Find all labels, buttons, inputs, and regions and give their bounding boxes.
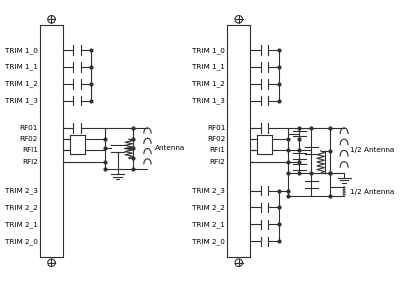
Text: RF01: RF01 [20,125,38,131]
Text: TRIM 2_0: TRIM 2_0 [192,238,225,244]
Text: TRIM 1_1: TRIM 1_1 [192,64,225,70]
Text: RFI2: RFI2 [209,158,225,165]
Text: RF01: RF01 [207,125,225,131]
Text: TRIM 1_2: TRIM 1_2 [5,80,38,87]
Text: RFI1: RFI1 [209,147,225,153]
Text: TRIM 2_2: TRIM 2_2 [5,204,38,211]
Text: 1/2 Antenna: 1/2 Antenna [350,189,394,195]
Text: TRIM 1_3: TRIM 1_3 [192,97,225,104]
Text: TRIM 2_0: TRIM 2_0 [5,238,38,244]
Text: Antenna: Antenna [155,146,185,151]
Text: TRIM 1_0: TRIM 1_0 [5,47,38,54]
Text: TRIM 2_3: TRIM 2_3 [5,187,38,194]
Text: TRIM 2_1: TRIM 2_1 [192,221,225,228]
Text: TRIM 2_3: TRIM 2_3 [192,187,225,194]
Text: RFI1: RFI1 [22,147,38,153]
Text: TRIM 2_1: TRIM 2_1 [5,221,38,228]
Text: RF02: RF02 [20,136,38,142]
Text: 1/2 Antenna: 1/2 Antenna [350,147,394,153]
Text: RF02: RF02 [207,136,225,142]
Text: TRIM 1_0: TRIM 1_0 [192,47,225,54]
Text: TRIM 2_2: TRIM 2_2 [192,204,225,211]
Text: TRIM 1_1: TRIM 1_1 [5,64,38,70]
Text: RFI2: RFI2 [22,158,38,165]
Text: TRIM 1_2: TRIM 1_2 [192,80,225,87]
Text: TRIM 1_3: TRIM 1_3 [5,97,38,104]
